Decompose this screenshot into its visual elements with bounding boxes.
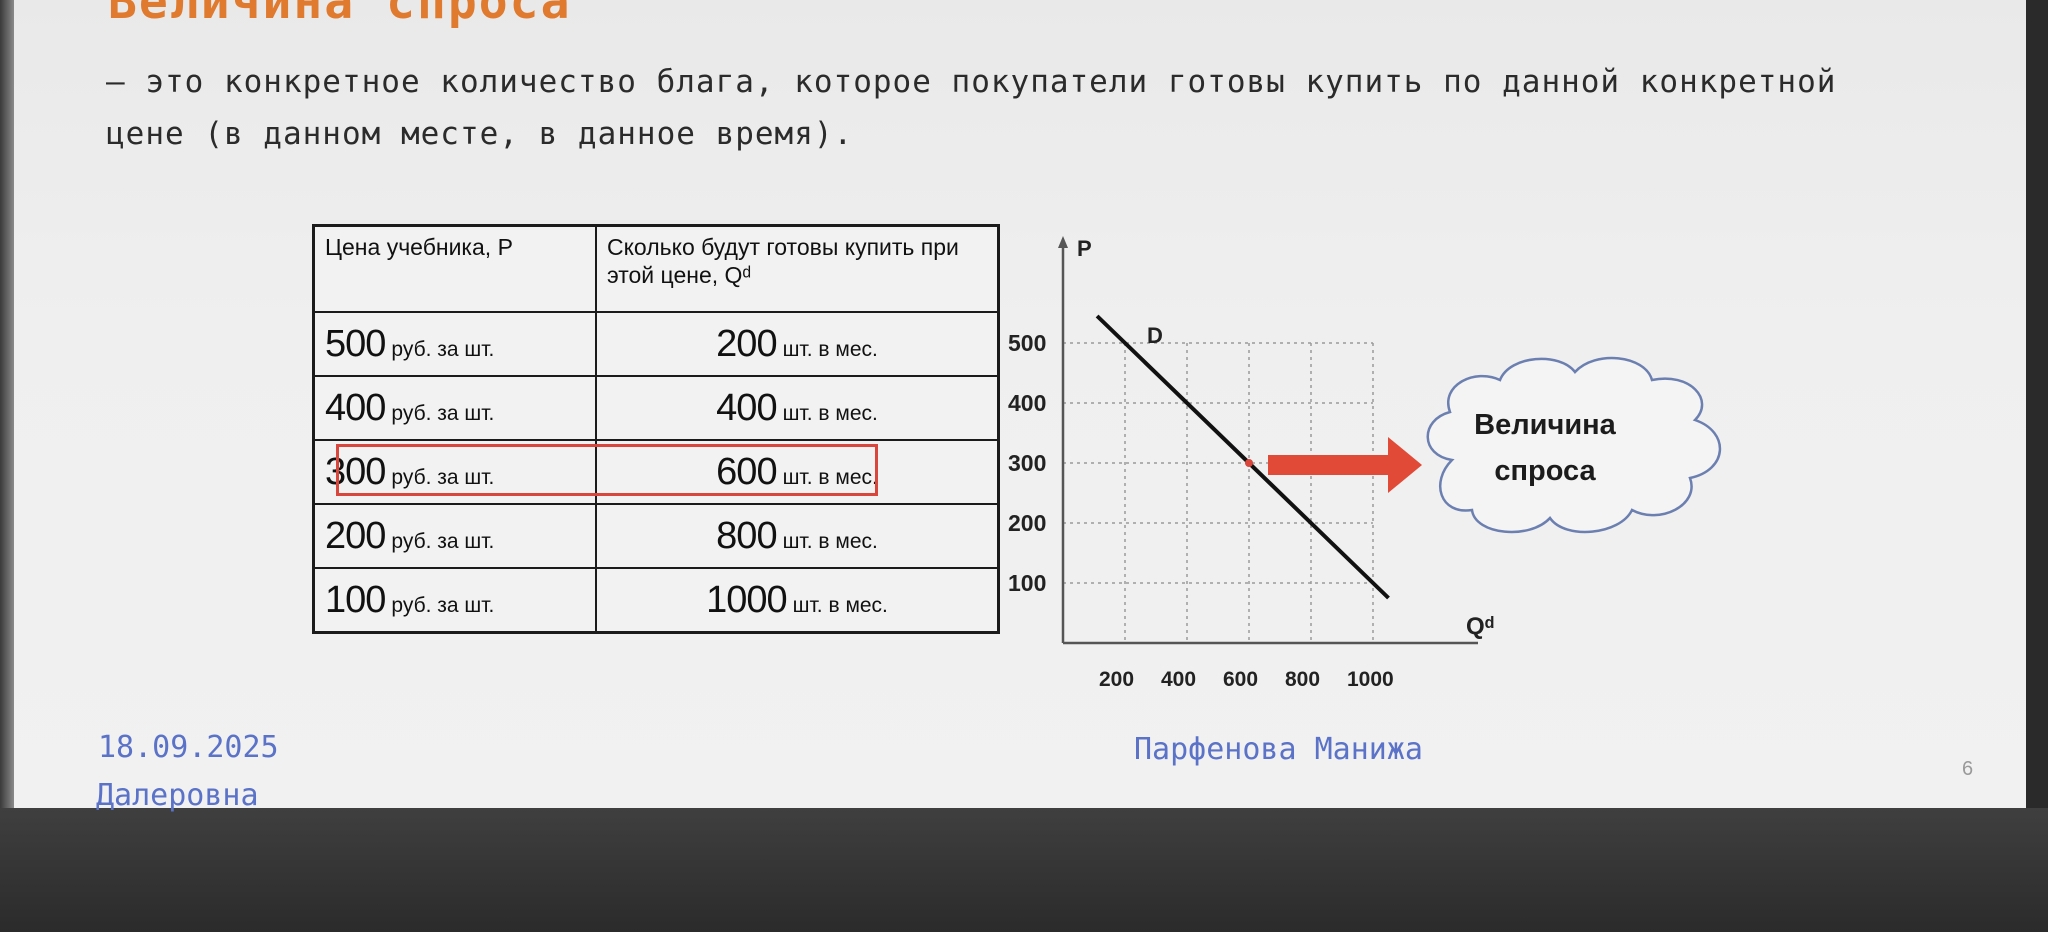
callout-graphics <box>1268 356 1722 534</box>
qty-cell: 200 шт. в мес. <box>595 311 1000 377</box>
price-value: 400 <box>325 386 386 429</box>
page-number: 6 <box>1962 758 1974 780</box>
price-value: 200 <box>325 514 386 557</box>
y-tick-label: 100 <box>1008 570 1046 596</box>
chart-tick-labels: 100 200 300 400 500 200 400 600 800 1000 <box>1008 330 1394 691</box>
footer-author-line2: Далеровна <box>96 778 259 813</box>
qty-cell: 800 шт. в мес. <box>595 503 1000 569</box>
qty-value: 1000 <box>706 578 788 621</box>
price-cell: 200 руб. за шт. <box>312 503 597 569</box>
chart-grid <box>1063 342 1374 643</box>
price-unit: руб. за шт. <box>391 337 495 361</box>
qty-value: 400 <box>716 386 777 429</box>
callout-label: Величина спроса <box>1474 409 1616 487</box>
table-row: 100 руб. за шт. 1000 шт. в мес. <box>312 567 1000 634</box>
header-price: Цена учебника, P <box>312 224 597 313</box>
qty-unit: шт. в мес. <box>782 529 878 553</box>
y-tick-label: 200 <box>1008 510 1046 536</box>
demand-table: Цена учебника, P Сколько будут готовы ку… <box>312 224 1000 634</box>
cloud-shape <box>1426 356 1722 534</box>
qty-cell: 400 шт. в мес. <box>595 375 1000 441</box>
x-tick-label: 1000 <box>1347 668 1394 691</box>
qty-unit: шт. в мес. <box>792 593 888 617</box>
footer-author: Парфенова Манижа <box>1134 732 1423 767</box>
series-label: D <box>1147 323 1163 348</box>
y-axis-arrow-icon <box>1058 236 1068 248</box>
slide-title: Величина спроса <box>108 0 572 30</box>
price-cell: 400 руб. за шт. <box>312 375 597 441</box>
x-tick-label: 600 <box>1223 668 1258 691</box>
y-tick-label: 400 <box>1008 390 1046 416</box>
price-value: 300 <box>325 450 386 493</box>
price-unit: руб. за шт. <box>391 593 495 617</box>
price-cell: 100 руб. за шт. <box>312 567 597 634</box>
x-tick-label: 400 <box>1161 668 1196 691</box>
price-unit: руб. за шт. <box>391 529 495 553</box>
chart-axes: P Qᵈ <box>1058 236 1494 645</box>
x-tick-label: 200 <box>1099 668 1134 691</box>
qty-unit: шт. в мес. <box>782 465 878 489</box>
header-quantity: Сколько будут готовы купить при этой цен… <box>595 224 1000 313</box>
table-header-row: Цена учебника, P Сколько будут готовы ку… <box>312 224 1000 313</box>
demand-curve <box>1095 314 1390 600</box>
table-row: 200 руб. за шт. 800 шт. в мес. <box>312 503 1000 569</box>
qty-value: 600 <box>716 450 777 493</box>
price-unit: руб. за шт. <box>391 465 495 489</box>
x-axis-label: Qᵈ <box>1466 613 1494 640</box>
x-tick-label: 800 <box>1285 668 1320 691</box>
qty-unit: шт. в мес. <box>782 401 878 425</box>
arrow-right-icon <box>1268 437 1422 493</box>
qty-value: 800 <box>716 514 777 557</box>
chart-series: D <box>1095 314 1390 600</box>
table-row: 400 руб. за шт. 400 шт. в мес. <box>312 375 1000 441</box>
table-row: 500 руб. за шт. 200 шт. в мес. <box>312 311 1000 377</box>
qty-value: 200 <box>716 322 777 365</box>
price-cell: 500 руб. за шт. <box>312 311 597 377</box>
definition-text: – это конкретное количество блага, котор… <box>106 64 1837 152</box>
price-unit: руб. за шт. <box>391 401 495 425</box>
qty-cell: 1000 шт. в мес. <box>595 567 1000 634</box>
screen-left-edge <box>0 0 14 810</box>
y-tick-label: 300 <box>1008 450 1046 476</box>
projector-floor <box>0 808 2048 932</box>
price-value: 500 <box>325 322 386 365</box>
highlighted-point <box>1245 459 1253 467</box>
price-value: 100 <box>325 578 386 621</box>
footer-date: 18.09.2025 <box>98 730 279 765</box>
row-highlight-box <box>336 444 878 496</box>
y-tick-label: 500 <box>1008 330 1046 356</box>
qty-unit: шт. в мес. <box>782 337 878 361</box>
y-axis-label: P <box>1077 236 1092 261</box>
